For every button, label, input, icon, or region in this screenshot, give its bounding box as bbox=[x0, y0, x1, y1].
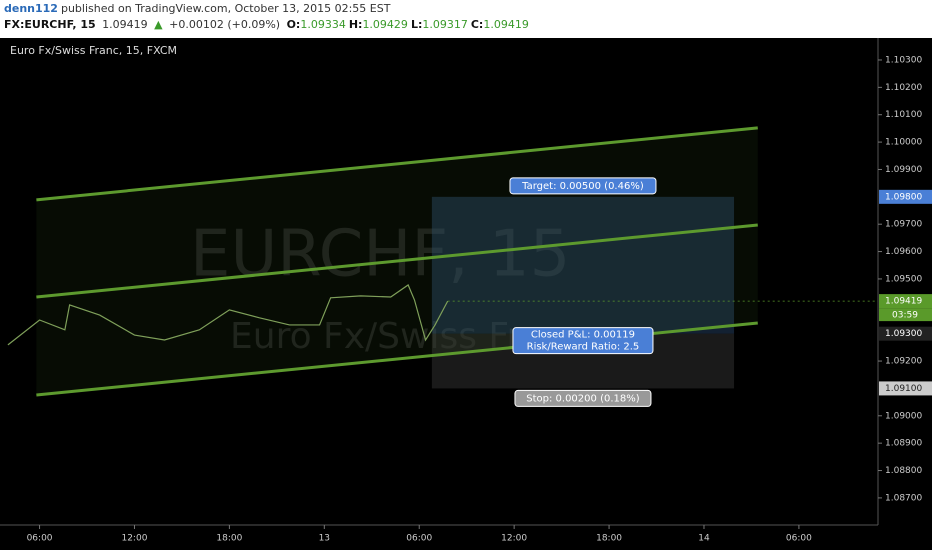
y-tick-label: 1.10100 bbox=[885, 110, 922, 120]
countdown: 03:59 bbox=[892, 311, 918, 321]
ohlc-value: 1.09334 bbox=[300, 18, 346, 31]
last-price: 1.09419 bbox=[885, 297, 922, 307]
x-tick-label: 06:00 bbox=[406, 534, 432, 544]
last: 1.09419 bbox=[102, 18, 148, 31]
rr-label: Risk/Reward Ratio: 2.5 bbox=[527, 342, 640, 353]
stop-price-bg bbox=[879, 381, 932, 396]
ohlc-value: 1.09317 bbox=[422, 18, 468, 31]
x-tick-label: 14 bbox=[698, 534, 710, 544]
header-line-2: FX:EURCHF, 15 1.09419 ▲ +0.00102 (+0.09%… bbox=[4, 17, 535, 33]
entry-price-bg bbox=[879, 326, 932, 341]
stop-label: Stop: 0.00200 (0.18%) bbox=[526, 393, 639, 404]
pl-label-bg bbox=[512, 327, 654, 355]
ohlc-key: O: bbox=[286, 18, 301, 31]
ohlc: O:1.09334 H:1.09429 L:1.09317 C:1.09419 bbox=[287, 18, 532, 31]
x-tick-label: 13 bbox=[319, 534, 330, 544]
chart-bg bbox=[0, 38, 932, 550]
watermark: EURCHF, 15 bbox=[190, 218, 570, 292]
target-price-bg bbox=[879, 189, 932, 204]
channel-line bbox=[36, 126, 758, 202]
y-tick-label: 1.09000 bbox=[885, 411, 922, 421]
y-tick-label: 1.10200 bbox=[885, 83, 922, 93]
price-line bbox=[7, 284, 449, 346]
y-tick-label: 1.08700 bbox=[885, 493, 922, 503]
x-tick-label: 12:00 bbox=[121, 534, 147, 544]
arrow: ▲ bbox=[154, 18, 163, 31]
stop-label-bg bbox=[514, 389, 652, 407]
header-bg bbox=[0, 0, 932, 38]
ohlc-key: L: bbox=[410, 18, 423, 31]
y-tick-label: 1.09700 bbox=[885, 220, 922, 230]
header-line-1: denn112 published on TradingView.com, Oct… bbox=[4, 1, 535, 17]
target-price: 1.09800 bbox=[885, 192, 922, 202]
entry-price: 1.09300 bbox=[885, 329, 922, 339]
target-zone bbox=[431, 196, 735, 334]
countdown-bg bbox=[879, 308, 932, 322]
x-tick-label: 06:00 bbox=[786, 534, 812, 544]
last-price-bg bbox=[879, 294, 932, 309]
x-tick-label: 18:00 bbox=[216, 534, 242, 544]
y-tick-label: 1.08900 bbox=[885, 439, 922, 449]
y-tick-label: 1.09900 bbox=[885, 165, 922, 175]
target-label: Target: 0.00500 (0.46%) bbox=[521, 181, 644, 192]
symbol: FX:EURCHF, 15 bbox=[4, 18, 96, 31]
y-tick-label: 1.09500 bbox=[885, 274, 922, 284]
ohlc-value: 1.09429 bbox=[362, 18, 408, 31]
ohlc-key: C: bbox=[470, 18, 484, 31]
author: denn112 bbox=[4, 2, 58, 15]
y-tick-label: 1.10300 bbox=[885, 55, 922, 65]
header: denn112 published on TradingView.com, Oct… bbox=[4, 1, 535, 33]
stop-price: 1.09100 bbox=[885, 384, 922, 394]
ohlc-value: 1.09419 bbox=[483, 18, 529, 31]
pl-label: Closed P&L: 0.00119 bbox=[531, 330, 635, 341]
change: +0.00102 (+0.09%) bbox=[169, 18, 281, 31]
ohlc-key: H: bbox=[348, 18, 363, 31]
x-tick-label: 06:00 bbox=[27, 534, 53, 544]
y-tick-label: 1.10000 bbox=[885, 138, 922, 148]
target-label-bg bbox=[509, 177, 657, 195]
y-tick-label: 1.09200 bbox=[885, 357, 922, 367]
x-tick-label: 18:00 bbox=[596, 534, 622, 544]
published: published on TradingView.com, October 13… bbox=[60, 2, 391, 15]
y-tick-label: 1.08800 bbox=[885, 466, 922, 476]
chart-title: Euro Fx/Swiss Franc, 15, FXCM bbox=[10, 44, 177, 57]
channel-line bbox=[36, 223, 758, 299]
x-tick-label: 12:00 bbox=[501, 534, 527, 544]
y-tick-label: 1.09600 bbox=[885, 247, 922, 257]
